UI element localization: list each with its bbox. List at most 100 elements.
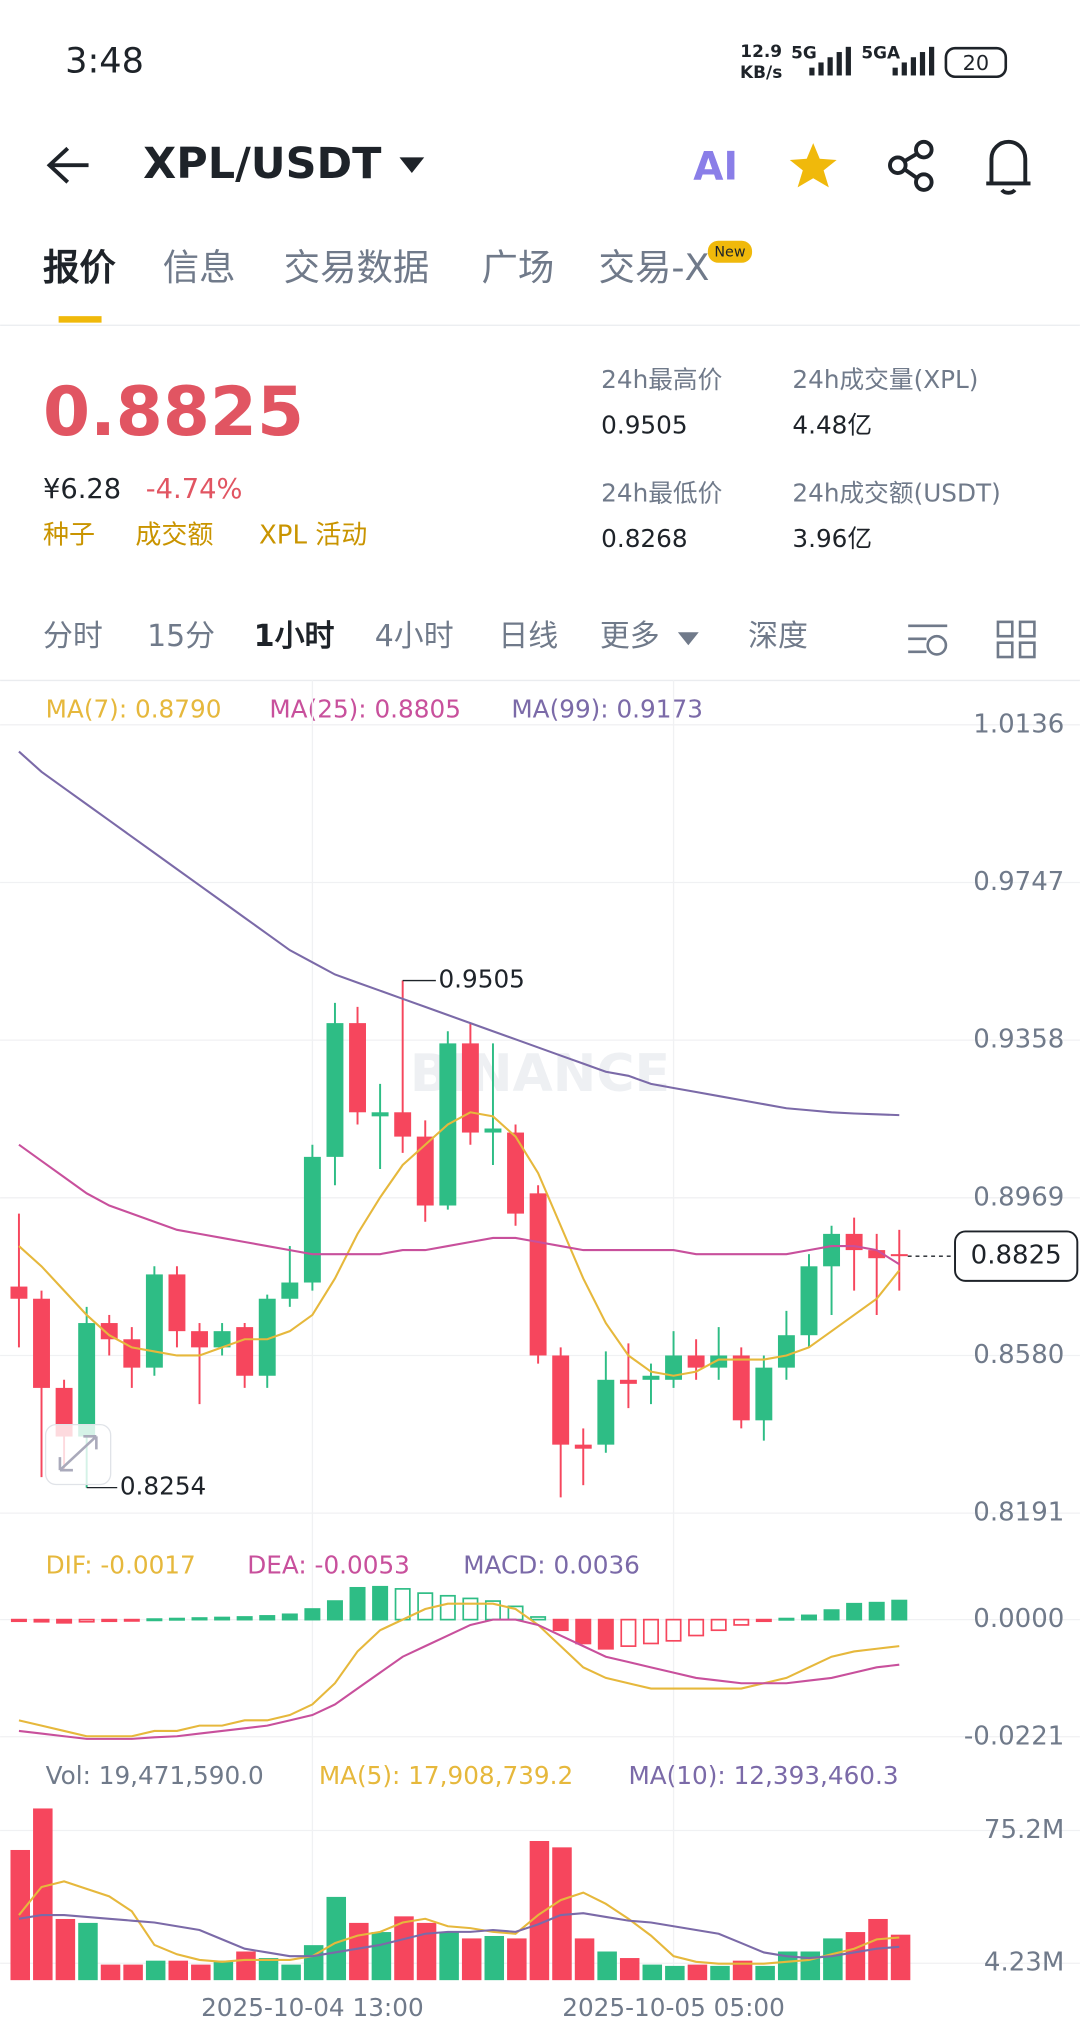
macd-bar bbox=[304, 1608, 321, 1621]
macd-bar bbox=[688, 1618, 705, 1637]
volume-bar bbox=[191, 1964, 211, 1981]
candle-body bbox=[574, 1444, 592, 1449]
macd-bar bbox=[214, 1616, 231, 1621]
alert-button[interactable] bbox=[986, 139, 1031, 195]
candle-body bbox=[10, 1286, 28, 1299]
indicator-line bbox=[18, 1618, 900, 1740]
tab[interactable]: 广场 bbox=[481, 246, 554, 289]
candle-body bbox=[890, 1254, 908, 1257]
interval-tab[interactable]: 15分 bbox=[147, 619, 215, 654]
stat-label: 24h成交量(XPL) bbox=[792, 365, 978, 394]
more-dropdown[interactable] bbox=[677, 632, 699, 646]
macd-bar bbox=[868, 1601, 885, 1621]
volume-bar bbox=[236, 1951, 256, 1981]
tag[interactable]: 成交额 bbox=[135, 521, 213, 551]
volume-bar bbox=[145, 1960, 166, 1981]
candle-body bbox=[732, 1355, 750, 1421]
settings-icons[interactable] bbox=[908, 620, 1036, 659]
signal-icons bbox=[809, 46, 935, 76]
share-button[interactable] bbox=[888, 139, 934, 192]
interval-tab[interactable]: 1小时 bbox=[254, 619, 335, 654]
macd-bar bbox=[33, 1618, 50, 1623]
interval-tab[interactable]: 分时 bbox=[43, 619, 103, 654]
volume-bar bbox=[710, 1965, 730, 1981]
tag[interactable]: 种子 bbox=[43, 521, 95, 551]
last-price: 0.8825 bbox=[43, 372, 304, 451]
candle-body bbox=[529, 1193, 547, 1356]
candle-body bbox=[619, 1379, 637, 1384]
interval-tab[interactable]: 日线 bbox=[498, 619, 558, 654]
candle-body bbox=[755, 1367, 773, 1421]
interval-tab[interactable]: 4小时 bbox=[375, 619, 454, 654]
pair-dropdown[interactable] bbox=[399, 157, 425, 174]
macd-bar bbox=[281, 1613, 298, 1621]
candle-body bbox=[552, 1355, 570, 1445]
volume-bar bbox=[100, 1964, 121, 1981]
volume-bar bbox=[258, 1958, 279, 1981]
y-tick-label: 0.8969 bbox=[973, 1182, 1064, 1212]
tab[interactable]: 报价 bbox=[43, 246, 116, 289]
tab[interactable]: 交易-X bbox=[599, 246, 710, 289]
tab[interactable]: 交易数据 bbox=[284, 246, 430, 289]
volume-bar bbox=[78, 1922, 98, 1981]
volume-bar bbox=[507, 1938, 527, 1981]
macd-bar bbox=[439, 1594, 456, 1621]
tab[interactable]: 信息 bbox=[163, 246, 236, 289]
candle-body bbox=[349, 1023, 366, 1113]
macd-bar bbox=[101, 1618, 118, 1623]
candle-body bbox=[687, 1355, 705, 1368]
legend-entry: MA(99): 0.9173 bbox=[511, 694, 703, 723]
macd-bar bbox=[846, 1602, 863, 1621]
x-tick-label: 2025-10-04 13:00 bbox=[201, 1993, 424, 2022]
macd-bar bbox=[78, 1618, 95, 1623]
volume-bar bbox=[777, 1951, 798, 1981]
y-tick-label: 0.9358 bbox=[973, 1025, 1064, 1055]
interval-tab[interactable]: 深度 bbox=[748, 619, 808, 654]
volume-bar bbox=[371, 1932, 392, 1981]
volume-bar bbox=[213, 1960, 234, 1981]
stat-value: 0.8268 bbox=[601, 524, 687, 553]
macd-bar bbox=[891, 1599, 908, 1621]
favorite-button[interactable] bbox=[789, 143, 837, 188]
macd-bar bbox=[326, 1600, 343, 1621]
volume-bar bbox=[281, 1964, 301, 1981]
candle-body bbox=[213, 1331, 231, 1348]
stat-value: 3.96亿 bbox=[792, 524, 872, 553]
volume-bar bbox=[619, 1958, 640, 1981]
tag[interactable]: XPL 活动 bbox=[259, 521, 367, 551]
candle-body bbox=[33, 1298, 50, 1388]
macd-bar bbox=[146, 1618, 163, 1622]
macd-bar bbox=[259, 1615, 276, 1621]
volume-bar bbox=[394, 1916, 414, 1981]
volume-bar bbox=[755, 1965, 775, 1981]
candle-body bbox=[326, 1023, 344, 1157]
signal-label: 5GA bbox=[861, 42, 900, 62]
battery bbox=[944, 46, 1008, 79]
y-tick-label: -0.0221 bbox=[964, 1721, 1064, 1751]
candle-body bbox=[100, 1323, 118, 1340]
new-badge bbox=[707, 240, 753, 263]
expand-button[interactable] bbox=[44, 1423, 112, 1486]
macd-bar bbox=[552, 1618, 569, 1632]
candle-body bbox=[800, 1266, 818, 1336]
volume-bar bbox=[303, 1945, 324, 1981]
high-marker-label: 0.9505 bbox=[438, 965, 524, 994]
candle-body bbox=[371, 1112, 389, 1117]
back-button[interactable] bbox=[46, 146, 89, 184]
macd-bar bbox=[642, 1618, 659, 1645]
y-tick-label: 0.0000 bbox=[973, 1604, 1064, 1634]
candle-body bbox=[868, 1250, 886, 1259]
pair-title[interactable]: XPL/USDT bbox=[143, 139, 382, 189]
macd-bar bbox=[168, 1617, 185, 1621]
ai-button[interactable]: AI bbox=[693, 145, 738, 190]
interval-tab[interactable]: 更多 bbox=[600, 619, 660, 654]
legend-entry: MA(7): 0.8790 bbox=[46, 694, 222, 723]
volume-bar bbox=[665, 1965, 685, 1981]
stat-value: 0.9505 bbox=[601, 411, 687, 440]
macd-bar bbox=[462, 1597, 479, 1621]
legend-entry: Vol: 19,471,590.0 bbox=[46, 1761, 264, 1790]
last-price-box bbox=[954, 1230, 1079, 1282]
